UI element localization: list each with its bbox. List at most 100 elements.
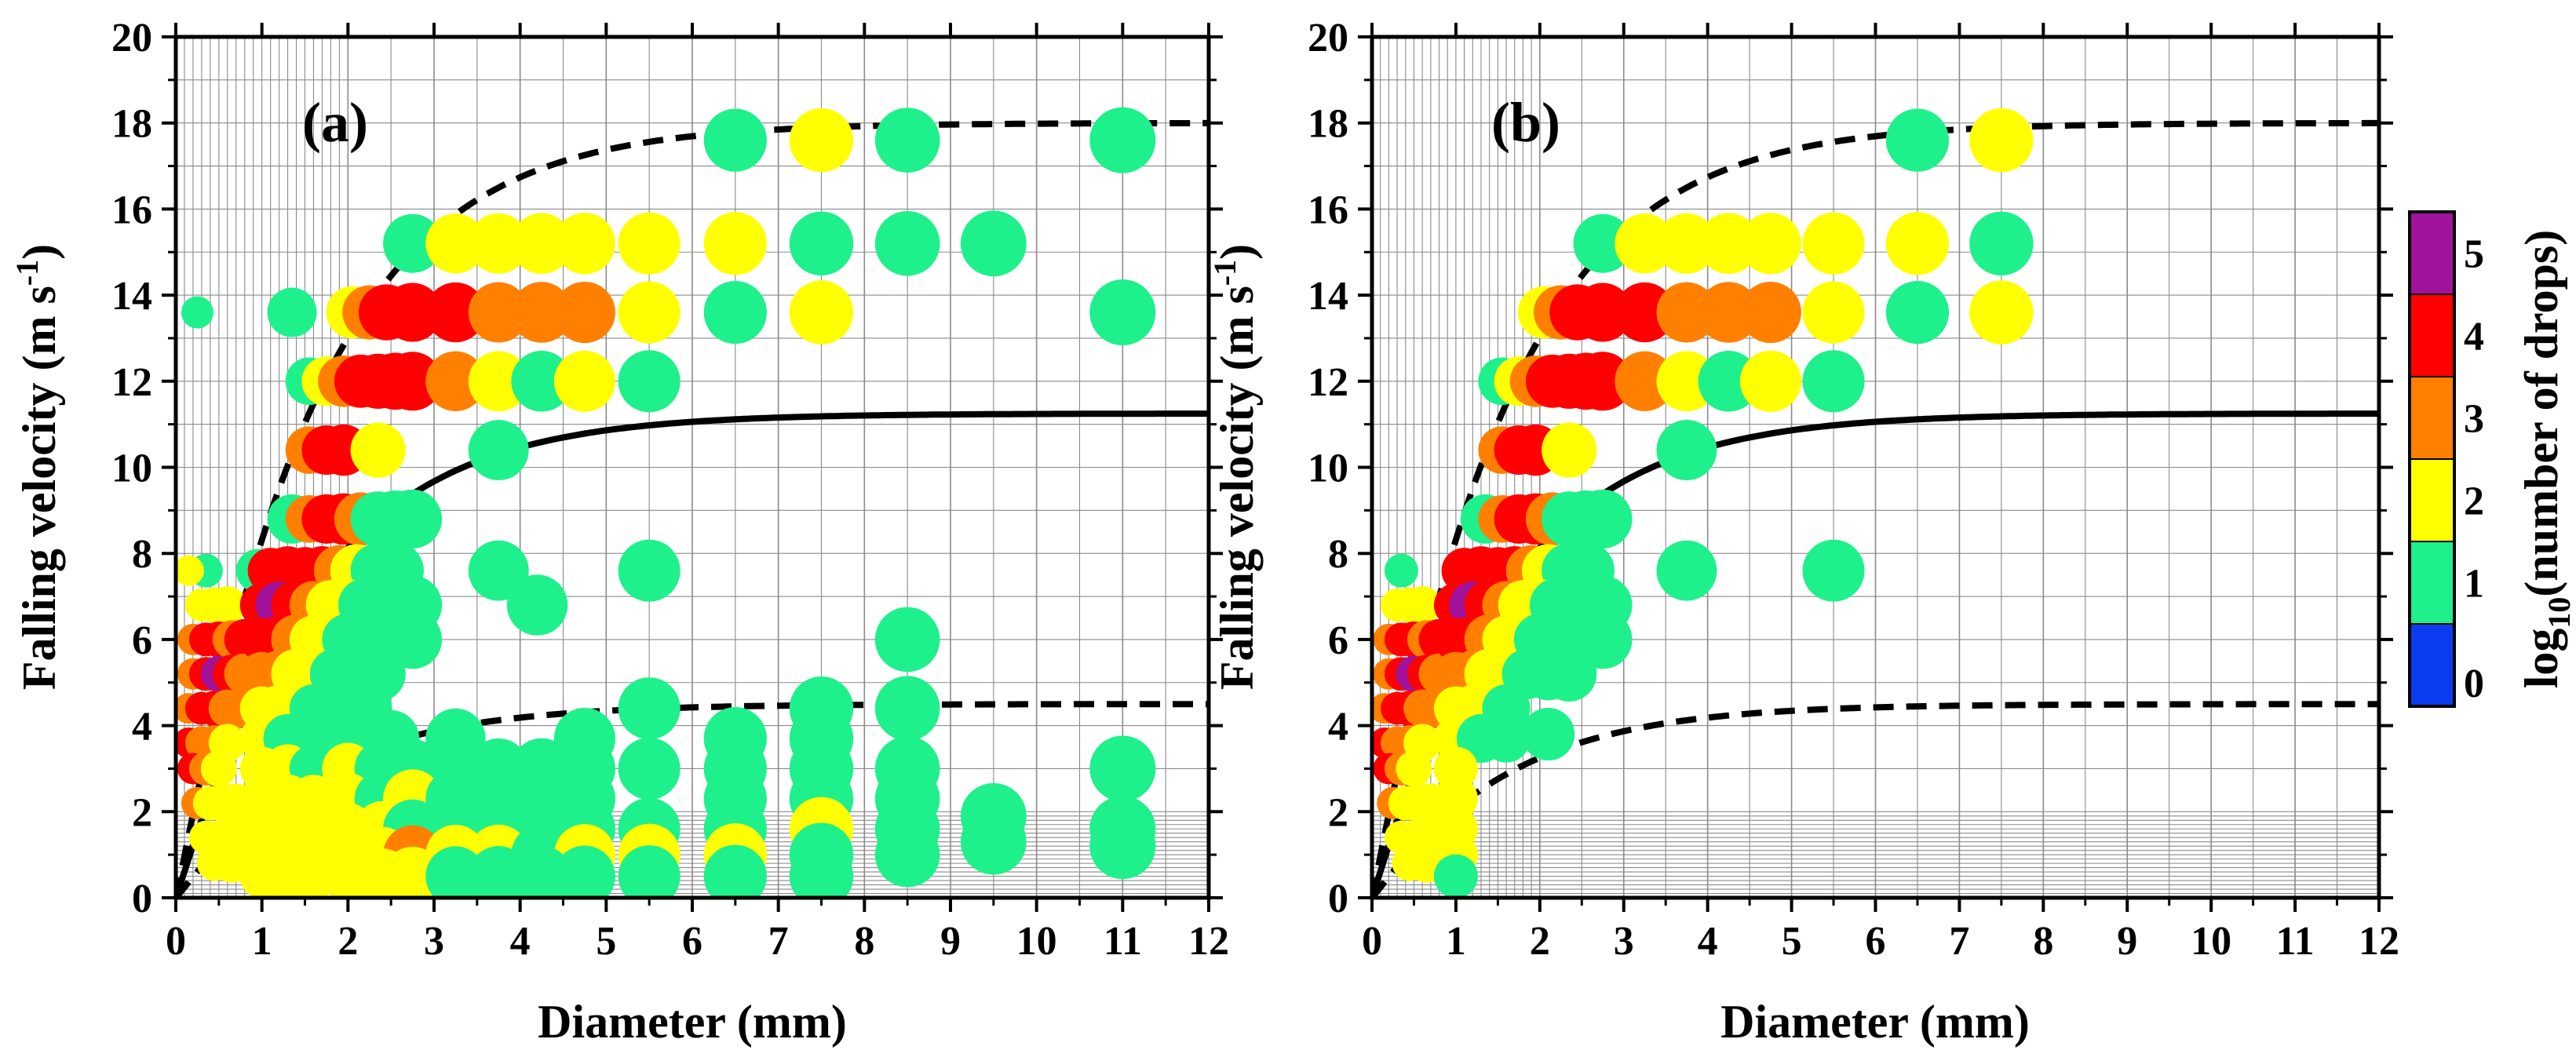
- x-tick-label: 11: [1104, 919, 1142, 964]
- reference-curve-dashed-0: [176, 119, 1209, 898]
- x-tick-label: 10: [2191, 919, 2231, 964]
- panel-label-a: (a): [302, 91, 368, 154]
- colorbar-segment-3: [2409, 376, 2455, 460]
- colorbar-tick-labels: 0 1 2 3 4 5: [2464, 232, 2484, 707]
- data-point: [511, 351, 572, 412]
- x-axis-title-a: Diameter (mm): [538, 996, 847, 1048]
- data-point: [618, 212, 680, 275]
- panel-label-b: (b): [1491, 91, 1560, 154]
- colorbar-frame: [2408, 210, 2456, 708]
- data-point: [1521, 707, 1575, 761]
- data-point: [383, 489, 443, 549]
- colorbar-segment-2: [2409, 458, 2455, 542]
- data-point: [350, 422, 406, 478]
- data-point: [1656, 351, 1717, 412]
- data-point: [618, 281, 680, 344]
- x-tick-labels-a: 0 1 2 3 4 5 6 7 8 9 10 11 12: [166, 919, 1229, 964]
- data-point: [1802, 539, 1865, 602]
- tick-marks-a: [162, 23, 1223, 912]
- data-point: [618, 539, 680, 602]
- data-point: [1089, 813, 1156, 880]
- y-axis-title-main-a: Falling velocity (m s: [13, 286, 65, 690]
- data-point: [618, 677, 680, 740]
- data-point: [618, 845, 680, 898]
- data-point: [1739, 281, 1801, 344]
- y-tick-label: 12: [111, 360, 152, 405]
- data-point: [874, 108, 940, 173]
- data-point: [874, 607, 940, 673]
- data-point: [200, 750, 237, 787]
- x-tick-label: 7: [1949, 919, 1969, 964]
- data-point: [553, 281, 615, 344]
- data-point: [1698, 282, 1760, 343]
- y-tick-label: 12: [1308, 360, 1348, 405]
- data-point: [1615, 351, 1675, 411]
- y-tick-label: 2: [1328, 790, 1348, 835]
- data-point: [1698, 351, 1760, 412]
- y-tick-label: 4: [1328, 705, 1348, 749]
- colorbar-tick-label: 3: [2464, 397, 2484, 442]
- x-axis-title-b: Diameter (mm): [1720, 996, 2030, 1048]
- data-point: [1482, 714, 1531, 763]
- y-axis-title-sup-b: -1: [1207, 260, 1242, 286]
- y-tick-label: 8: [1328, 532, 1348, 577]
- data-point: [468, 282, 529, 343]
- data-point: [267, 287, 317, 337]
- data-point: [1615, 282, 1675, 343]
- y-tick-label: 18: [1308, 102, 1348, 147]
- data-point: [789, 211, 854, 275]
- colorbar: 0 1 2 3 4 5 log10(number of drops): [2408, 210, 2576, 708]
- data-point: [618, 350, 680, 413]
- data-point: [1739, 213, 1801, 275]
- data-point: [383, 610, 443, 669]
- x-tick-label: 9: [2117, 919, 2137, 964]
- reference-curve-dashed-2: [1372, 701, 2379, 898]
- data-point: [1802, 212, 1865, 275]
- y-tick-label: 6: [132, 618, 152, 663]
- colorbar-segment-4: [2409, 294, 2455, 377]
- y-tick-label: 16: [1308, 188, 1348, 232]
- data-point: [874, 676, 940, 741]
- data-point: [789, 844, 854, 898]
- data-point: [789, 108, 854, 173]
- data-point: [425, 282, 486, 343]
- data-point: [1656, 213, 1717, 274]
- data-point: [1573, 489, 1633, 549]
- data-point: [874, 210, 940, 276]
- data-point: [553, 845, 615, 898]
- x-tick-label: 5: [596, 919, 616, 964]
- colorbar-title-sub: 10: [2541, 597, 2576, 629]
- data-point: [511, 213, 572, 275]
- y-axis-title-sup-a: -1: [9, 260, 45, 286]
- data-point: [1885, 212, 1950, 275]
- colorbar-segment-5: [2409, 211, 2455, 295]
- data-point: [1802, 281, 1865, 344]
- data-point: [506, 574, 568, 636]
- colorbar-segments: [2409, 211, 2455, 707]
- x-tick-label: 9: [940, 919, 961, 964]
- data-point: [208, 586, 246, 625]
- x-tick-labels-b: 0 1 2 3 4 5 6 7 8 9 10 11 12: [1362, 919, 2399, 964]
- colorbar-title-log: log: [2516, 629, 2567, 689]
- data-point: [618, 737, 680, 800]
- x-tick-label: 0: [1362, 919, 1382, 964]
- x-tick-label: 10: [1016, 919, 1057, 964]
- data-point: [1573, 352, 1633, 411]
- data-point: [468, 351, 529, 412]
- x-tick-label: 8: [854, 919, 874, 964]
- data-point: [181, 296, 213, 329]
- y-tick-label: 8: [132, 532, 152, 577]
- x-tick-label: 2: [338, 919, 358, 964]
- data-point: [1089, 735, 1156, 802]
- x-tick-label: 3: [424, 919, 444, 964]
- data-point: [1384, 553, 1418, 588]
- data-point: [1542, 422, 1597, 478]
- y-tick-label: 2: [132, 790, 152, 835]
- data-point: [703, 212, 767, 275]
- reference-curve-dashed-2: [176, 701, 1209, 898]
- colorbar-tick-label: 1: [2464, 562, 2484, 607]
- y-axis-title-b: Falling velocity (m s-1): [1207, 244, 1263, 690]
- y-tick-label: 18: [111, 102, 152, 147]
